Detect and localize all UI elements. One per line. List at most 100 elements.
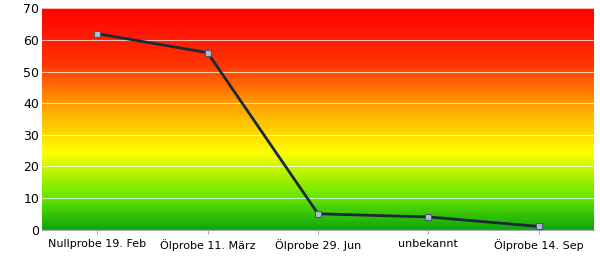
Bar <box>42 165 594 167</box>
Bar <box>42 122 594 123</box>
Bar <box>42 123 594 125</box>
Bar <box>42 42 594 43</box>
Bar <box>42 106 594 107</box>
Bar <box>42 88 594 89</box>
Bar <box>42 220 594 221</box>
Bar <box>42 223 594 224</box>
Bar <box>42 63 594 64</box>
Bar <box>42 226 594 227</box>
Bar <box>42 184 594 185</box>
Bar <box>42 178 594 179</box>
Bar <box>42 186 594 188</box>
Bar <box>42 218 594 219</box>
Bar <box>42 164 594 165</box>
Bar <box>42 216 594 218</box>
Bar <box>42 81 594 83</box>
Bar <box>42 69 594 70</box>
Bar <box>42 175 594 176</box>
Bar <box>42 180 594 181</box>
Bar <box>42 15 594 16</box>
Bar <box>42 48 594 49</box>
Bar <box>42 142 594 143</box>
Bar <box>42 174 594 175</box>
Bar <box>42 118 594 119</box>
Bar <box>42 87 594 88</box>
Bar <box>42 41 594 42</box>
Bar <box>42 134 594 136</box>
Bar <box>42 227 594 228</box>
Bar <box>42 152 594 153</box>
Bar <box>42 73 594 74</box>
Bar <box>42 172 594 173</box>
Bar <box>42 84 594 85</box>
Bar <box>42 100 594 101</box>
Bar <box>42 64 594 65</box>
Bar <box>42 194 594 195</box>
Bar <box>42 67 594 68</box>
Bar <box>42 44 594 45</box>
Bar <box>42 189 594 190</box>
Bar <box>42 117 594 118</box>
Bar <box>42 60 594 62</box>
Bar <box>42 209 594 210</box>
Bar <box>42 52 594 53</box>
Bar <box>42 27 594 28</box>
Bar <box>42 45 594 46</box>
Bar <box>42 188 594 189</box>
Bar <box>42 97 594 98</box>
Bar <box>42 95 594 96</box>
Bar <box>42 79 594 80</box>
Bar <box>42 138 594 139</box>
Bar <box>42 190 594 191</box>
Bar <box>42 214 594 215</box>
Bar <box>42 151 594 152</box>
Bar <box>42 50 594 52</box>
Bar <box>42 153 594 154</box>
Bar <box>42 163 594 164</box>
Bar <box>42 162 594 163</box>
Bar <box>42 137 594 138</box>
Bar <box>42 85 594 86</box>
Bar <box>42 158 594 159</box>
Bar <box>42 129 594 130</box>
Bar <box>42 131 594 132</box>
Bar <box>42 62 594 63</box>
Bar <box>42 104 594 105</box>
Bar <box>42 92 594 94</box>
Bar <box>42 210 594 211</box>
Bar <box>42 169 594 170</box>
Bar <box>42 25 594 26</box>
Bar <box>42 18 594 20</box>
Bar <box>42 91 594 92</box>
Bar <box>42 140 594 141</box>
Bar <box>42 99 594 100</box>
Bar <box>42 102 594 104</box>
Bar <box>42 150 594 151</box>
Bar <box>42 119 594 120</box>
Bar <box>42 57 594 58</box>
Bar <box>42 128 594 129</box>
Bar <box>42 221 594 222</box>
Bar <box>42 23 594 24</box>
Bar <box>42 108 594 109</box>
Bar <box>42 105 594 106</box>
Bar <box>42 143 594 144</box>
Bar <box>42 203 594 204</box>
Bar <box>42 148 594 149</box>
Bar <box>42 83 594 84</box>
Bar <box>42 121 594 122</box>
Bar <box>42 70 594 71</box>
Bar <box>42 107 594 108</box>
Bar <box>42 167 594 168</box>
Bar <box>42 197 594 199</box>
Bar <box>42 173 594 174</box>
Bar <box>42 176 594 178</box>
Bar <box>42 17 594 18</box>
Bar <box>42 185 594 186</box>
Bar <box>42 47 594 48</box>
Bar <box>42 171 594 172</box>
Bar <box>42 35 594 36</box>
Bar <box>42 32 594 33</box>
Bar <box>42 182 594 183</box>
Bar <box>42 54 594 55</box>
